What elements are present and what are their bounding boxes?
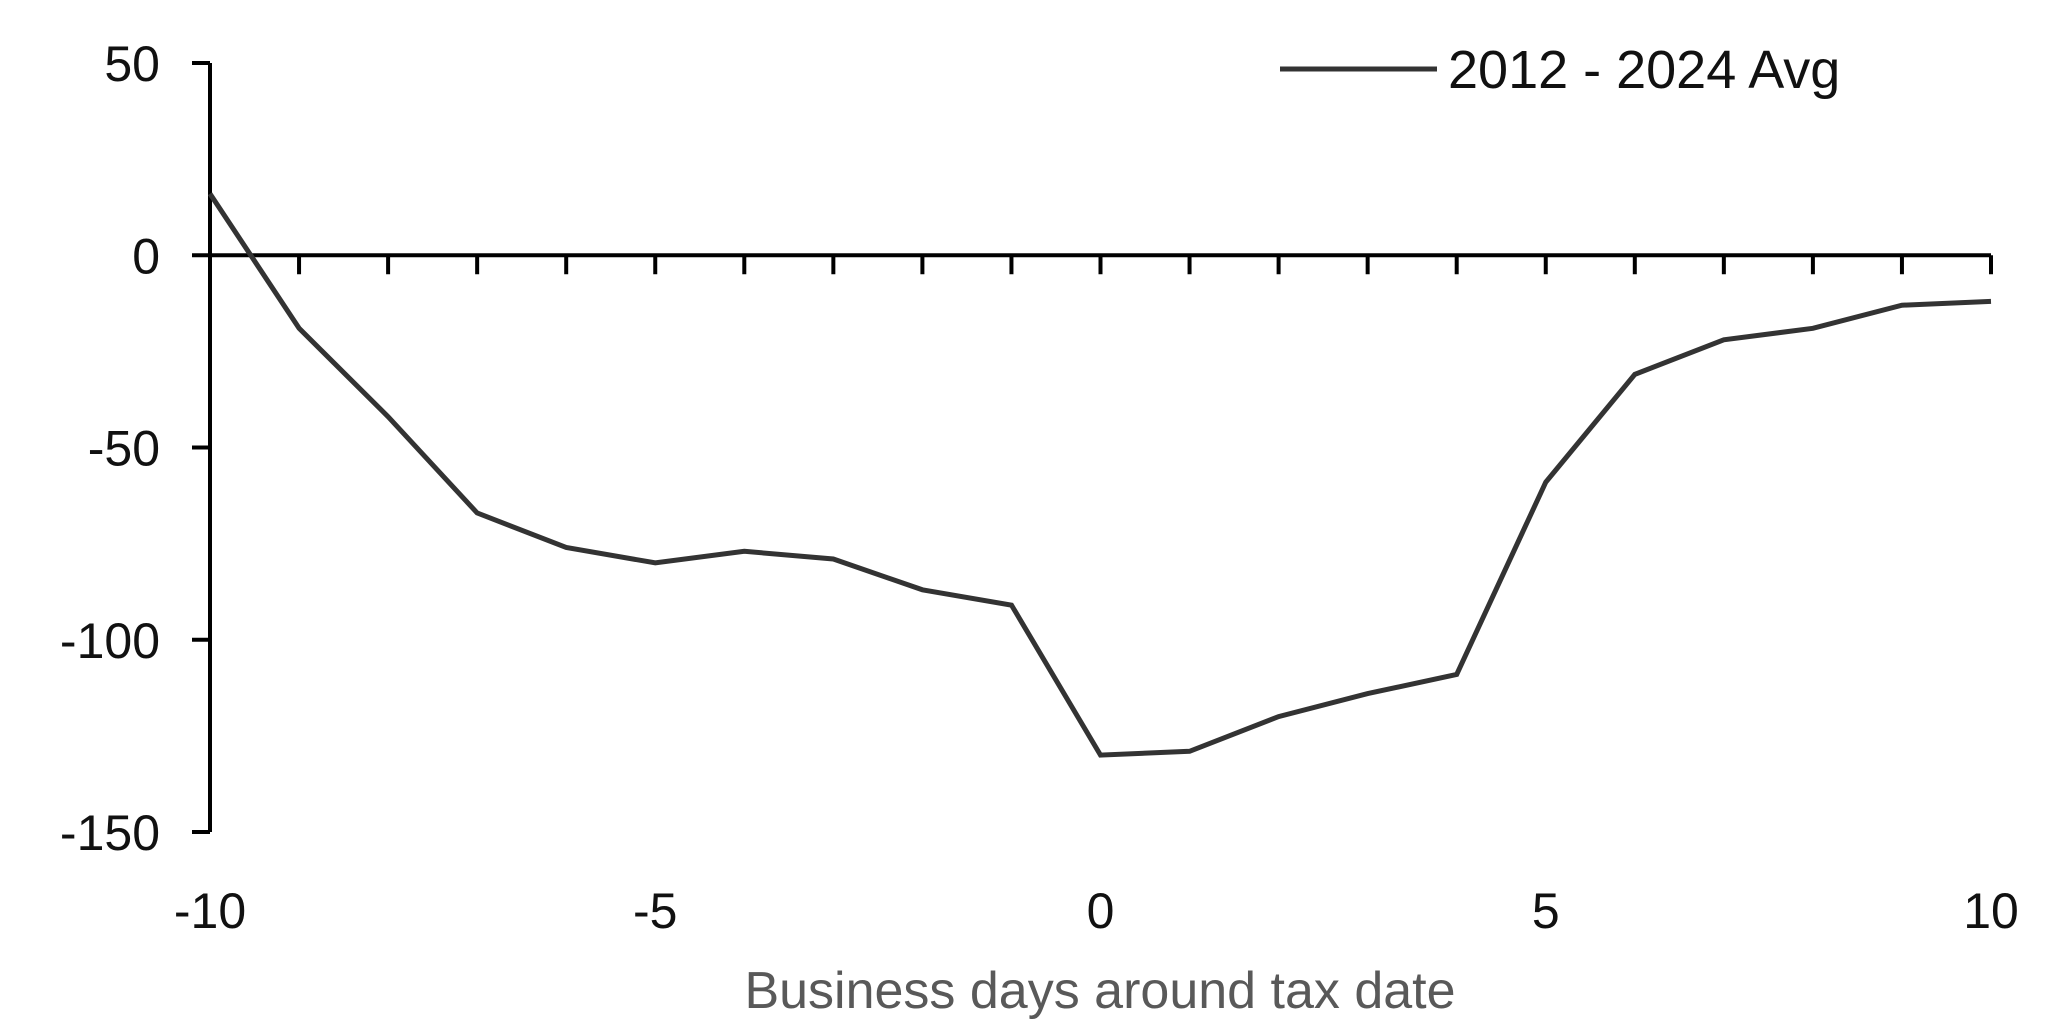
legend-label: 2012 - 2024 Avg: [1448, 40, 1840, 100]
x-tick-label: -10: [174, 883, 246, 939]
y-tick-label: -50: [88, 421, 160, 477]
axes: [208, 63, 1991, 832]
tick-labels: 500-50-100-150-10 -5 0 5 10: [60, 36, 2019, 939]
y-tick-label: -150: [60, 805, 160, 861]
y-tick-label: -100: [60, 613, 160, 669]
series-lines: [207, 192, 1992, 758]
x-tick-label: 10: [1963, 883, 2019, 939]
x-tick-label: 0: [1087, 883, 1115, 939]
series-line-0: [207, 192, 1992, 758]
y-tick-label: 0: [132, 228, 160, 284]
x-tick-label: 5: [1532, 883, 1560, 939]
x-axis-title: Business days around tax date: [744, 962, 1455, 1020]
y-tick-label: 50: [104, 36, 160, 92]
legend: 2012 - 2024 Avg: [1280, 40, 1840, 100]
x-tick-label: -5: [633, 883, 677, 939]
ticks: [192, 61, 1993, 834]
